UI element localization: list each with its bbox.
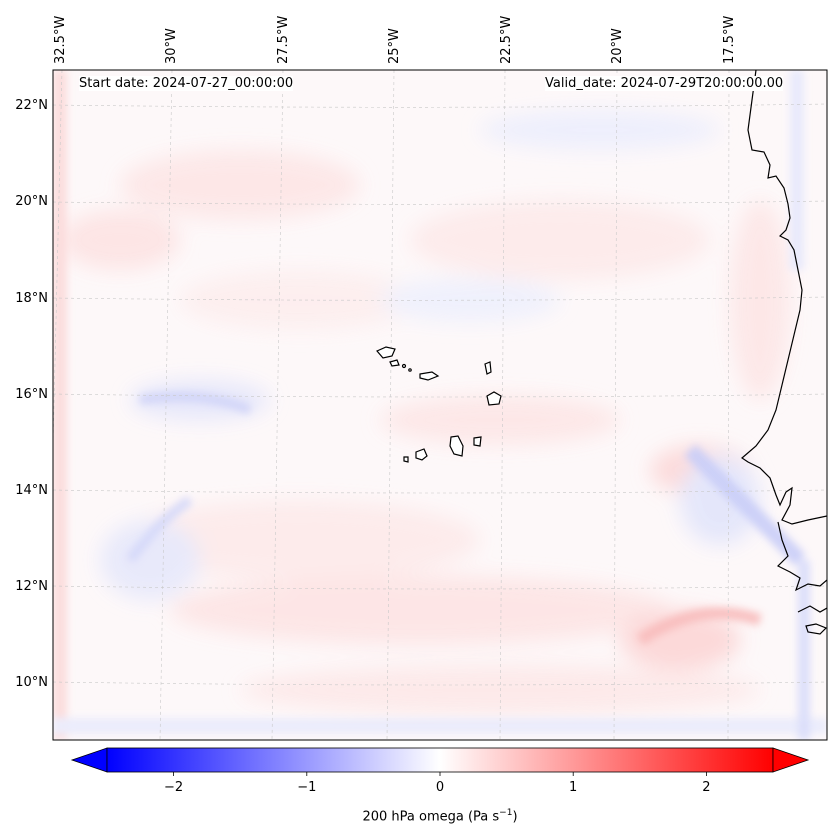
lat-tick-label: 18°N [15,291,48,306]
colorbar-pos-extend [772,747,810,773]
omega-field [60,110,790,715]
coastline [741,70,827,525]
lat-tick-label: 22°N [15,98,48,113]
colorbar-body [106,747,774,773]
colorbar-variable: 200 hPa omega [362,809,464,825]
colorbar-units-exp: −1 [499,808,513,818]
colorbar-tick-label: −2 [164,780,184,795]
graticule [53,70,827,740]
map-frame [52,69,828,741]
lat-tick-label: 12°N [15,579,48,594]
colorbar-tick-label: −1 [297,780,317,795]
lat-tick-label: 16°N [15,387,48,402]
colorbar-units-close: ) [512,809,518,825]
colorbar [70,747,810,776]
lat-tick-label: 10°N [15,675,48,690]
lat-tick-label: 20°N [15,194,48,209]
colorbar-tick-label: 2 [702,780,711,795]
start-date-label: Start date: 2024-07-27_00:00:00 [79,76,294,91]
colorbar-units: (Pa s [467,809,500,825]
colorbar-neg-extend [70,747,108,773]
valid-date-label: Valid_date: 2024-07-29T20:00:00.00 [545,76,784,91]
colorbar-tick-label: 0 [435,780,445,795]
lat-tick-label: 14°N [15,483,48,498]
colorbar-tick-label: 1 [569,780,578,795]
colorbar-label: 200 hPa omega (Pa s−1) [362,808,517,824]
cape-verde-islands [376,346,502,463]
